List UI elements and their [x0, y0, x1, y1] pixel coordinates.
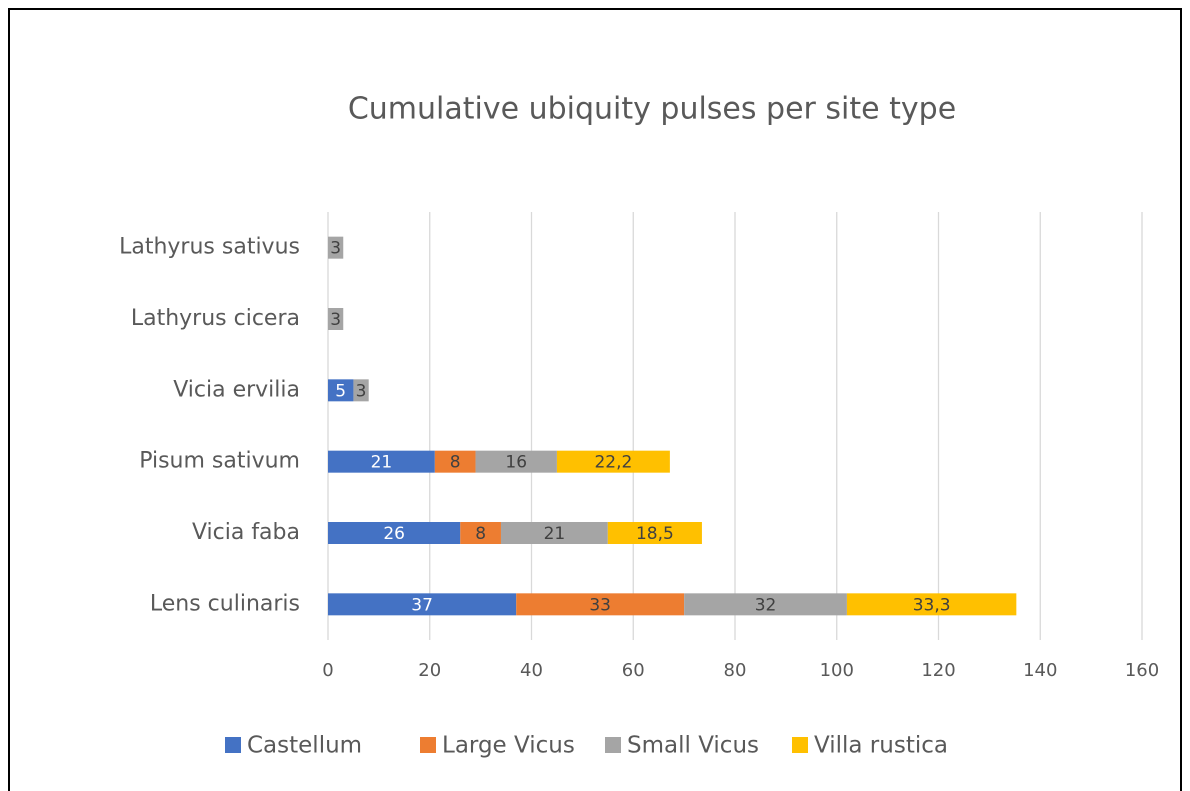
- legend-label: Villa rustica: [814, 733, 948, 759]
- data-label: 5: [335, 381, 346, 401]
- y-tick-label: Vicia ervilia: [173, 377, 300, 402]
- x-tick-label: 80: [724, 660, 747, 681]
- y-tick-label: Vicia faba: [192, 520, 300, 545]
- bar-segment: [516, 593, 685, 616]
- x-tick-label: 120: [921, 660, 955, 681]
- bar-segment: [475, 450, 557, 473]
- bar-segment: [328, 379, 354, 402]
- x-tick-label: 100: [820, 660, 854, 681]
- data-label: 16: [505, 453, 527, 473]
- y-tick-label: Lathyrus sativus: [119, 235, 300, 260]
- legend-swatch: [792, 737, 808, 753]
- bar-segment: [328, 593, 517, 616]
- bar-segment: [684, 593, 847, 616]
- data-label: 37: [411, 595, 433, 615]
- data-label: 18,5: [636, 524, 674, 544]
- data-label: 33: [589, 595, 611, 615]
- legend-swatch: [605, 737, 621, 753]
- data-label: 8: [450, 453, 461, 473]
- legend-label: Castellum: [247, 733, 362, 759]
- bar-segment: [328, 308, 344, 330]
- y-tick-label: Pisum sativum: [139, 449, 300, 474]
- data-label: 21: [544, 524, 566, 544]
- bar-segment: [353, 379, 369, 402]
- bar-segment: [328, 450, 435, 473]
- legend-label: Small Vicus: [627, 733, 759, 759]
- data-label: 26: [383, 524, 405, 544]
- chart-title: Cumulative ubiquity pulses per site type: [348, 92, 956, 127]
- chart-frame: [8, 8, 1182, 791]
- legend-swatch: [225, 737, 241, 753]
- x-tick-label: 160: [1125, 660, 1159, 681]
- bar-segment: [500, 522, 608, 544]
- data-label: 33,3: [913, 595, 951, 615]
- data-label: 8: [475, 524, 486, 544]
- x-tick-label: 140: [1023, 660, 1057, 681]
- bar-segment: [434, 450, 476, 473]
- bar-segment: [846, 593, 1017, 616]
- bar-segment: [556, 450, 670, 473]
- y-tick-label: Lens culinaris: [150, 591, 300, 616]
- x-tick-label: 20: [418, 660, 441, 681]
- y-tick-label: Lathyrus cicera: [131, 306, 300, 331]
- x-tick-label: 0: [322, 660, 333, 681]
- legend-label: Large Vicus: [442, 733, 575, 759]
- data-label: 3: [330, 239, 341, 259]
- x-tick-label: 40: [520, 660, 543, 681]
- bar-segment: [328, 236, 344, 259]
- bar-segment: [607, 522, 702, 544]
- legend-swatch: [420, 737, 436, 753]
- data-label: 21: [371, 453, 393, 473]
- data-label: 3: [356, 381, 367, 401]
- data-label: 22,2: [594, 453, 632, 473]
- bar-segment: [328, 522, 461, 544]
- x-tick-label: 60: [622, 660, 645, 681]
- data-label: 3: [330, 310, 341, 330]
- bar-segment: [460, 522, 501, 544]
- data-label: 32: [755, 595, 777, 615]
